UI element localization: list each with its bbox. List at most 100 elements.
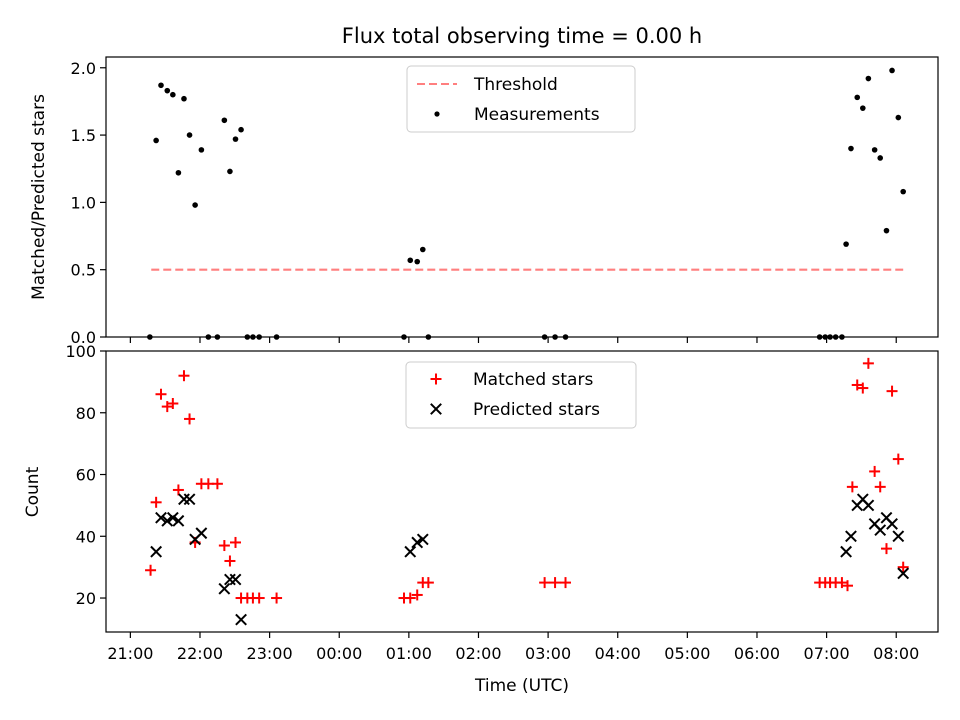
predicted-point — [886, 518, 898, 530]
measurement-point — [889, 67, 895, 74]
matched-point — [869, 465, 881, 477]
matched-point — [184, 413, 196, 425]
bottom-legend: Matched stars Predicted stars — [405, 361, 637, 429]
measurement-point — [186, 132, 193, 138]
top-y-tick-label: 0.5 — [71, 261, 96, 280]
top-y-axis-label: Matched/Predicted stars — [29, 94, 49, 300]
predicted-point — [218, 582, 231, 595]
x-tick-label: 06:00 — [734, 644, 780, 663]
matched-point — [218, 540, 230, 552]
matched-point — [155, 388, 167, 400]
matched-point — [846, 481, 858, 493]
top-y-axis: 0.0 0.5 1.0 1.5 2.0 — [71, 59, 106, 347]
measurement-point — [221, 117, 228, 124]
predicted-point — [862, 499, 875, 512]
top-panel: 0.00.51.01.52.0 Matched/Predicted stars … — [29, 56, 939, 347]
bottom-y-tick-label: 80 — [76, 404, 96, 423]
legend-measurements-swatch — [434, 111, 440, 117]
matched-point — [851, 379, 863, 391]
x-tick-label: 21:00 — [107, 644, 153, 663]
bottom-x-axis: 21:00 22:00 23:00 00:00 01:00 02:00 03:00 04:00… — [107, 632, 919, 663]
top-legend: Threshold Measurements — [406, 65, 636, 133]
predicted-point — [195, 527, 208, 540]
matched-point — [560, 577, 572, 589]
x-tick-label: 08:00 — [873, 644, 919, 663]
x-axis-label: Time (UTC) — [474, 676, 569, 696]
predicted-point — [150, 545, 163, 558]
measurement-point — [848, 145, 854, 152]
measurement-point — [419, 246, 426, 253]
predicted-point — [229, 573, 242, 586]
matched-point — [211, 478, 223, 490]
matched-point — [253, 592, 265, 604]
measurement-point — [158, 82, 164, 89]
top-x-ticks — [129, 337, 897, 343]
measurement-point — [843, 241, 849, 247]
measurement-point — [238, 126, 244, 133]
measurement-point — [164, 87, 171, 94]
bottom-y-tick-label: 20 — [76, 589, 96, 608]
matched-point — [422, 577, 434, 589]
legend-measurements-label: Measurements — [474, 105, 600, 125]
matched-point — [150, 496, 162, 508]
measurement-point — [181, 95, 187, 102]
matched-point — [271, 592, 283, 604]
measurement-point — [900, 188, 906, 195]
top-y-tick-label: 1.5 — [71, 126, 96, 145]
legend-predicted-label: Predicted stars — [473, 400, 600, 420]
matched-point — [862, 357, 874, 369]
top-y-tick-label: 2.0 — [71, 59, 96, 78]
bottom-y-axis-label: Count — [23, 466, 43, 517]
predicted-series — [150, 493, 910, 626]
bottom-y-tick-label: 40 — [76, 527, 96, 546]
top-y-tick-label: 0.0 — [71, 328, 96, 347]
x-tick-label: 00:00 — [316, 644, 362, 663]
predicted-point — [235, 613, 247, 626]
predicted-point — [155, 511, 167, 524]
top-plot-frame — [105, 56, 939, 338]
legend-predicted-marker — [430, 403, 442, 415]
legend-threshold-label: Threshold — [473, 75, 558, 95]
matched-point — [161, 401, 173, 413]
measurement-point — [170, 91, 176, 98]
predicted-point — [166, 511, 179, 524]
x-tick-label: 03:00 — [525, 644, 571, 663]
matched-point — [178, 370, 190, 382]
measurement-point — [198, 147, 205, 153]
legend-matched-label: Matched stars — [473, 370, 593, 390]
measurement-point — [871, 147, 878, 153]
measurement-point — [895, 114, 902, 121]
measurement-point — [877, 155, 884, 161]
matched-point — [411, 589, 423, 601]
matched-point — [549, 577, 561, 589]
measurement-point — [860, 105, 866, 111]
x-tick-label: 22:00 — [177, 644, 223, 663]
predicted-point — [161, 514, 174, 527]
predicted-point — [897, 567, 910, 580]
matched-point — [539, 577, 551, 589]
bottom-legend-box — [405, 361, 637, 429]
x-tick-label: 07:00 — [804, 644, 850, 663]
measurement-point — [854, 94, 861, 101]
matched-point — [167, 397, 179, 409]
x-tick-label: 04:00 — [595, 644, 641, 663]
x-tick-label: 23:00 — [247, 644, 293, 663]
x-tick-label: 01:00 — [386, 644, 432, 663]
matched-point — [892, 453, 904, 465]
bottom-y-tick-label: 100 — [65, 342, 96, 361]
bottom-panel: 20 40 60 80 100 21:00 22:00 23:00 00:00 01:00 02:… — [23, 342, 939, 696]
matched-point — [897, 561, 909, 573]
predicted-point — [874, 524, 887, 537]
measurement-point — [192, 202, 198, 208]
measurement-point — [227, 168, 233, 175]
predicted-point — [172, 514, 185, 527]
top-legend-box — [406, 65, 636, 133]
matched-point — [857, 382, 869, 394]
measurement-point — [153, 137, 159, 144]
matched-point — [145, 564, 157, 576]
matched-point — [880, 543, 892, 555]
matched-point — [404, 592, 416, 604]
predicted-point — [411, 536, 424, 549]
bottom-y-tick-label: 60 — [76, 466, 96, 485]
predicted-point — [845, 530, 857, 543]
